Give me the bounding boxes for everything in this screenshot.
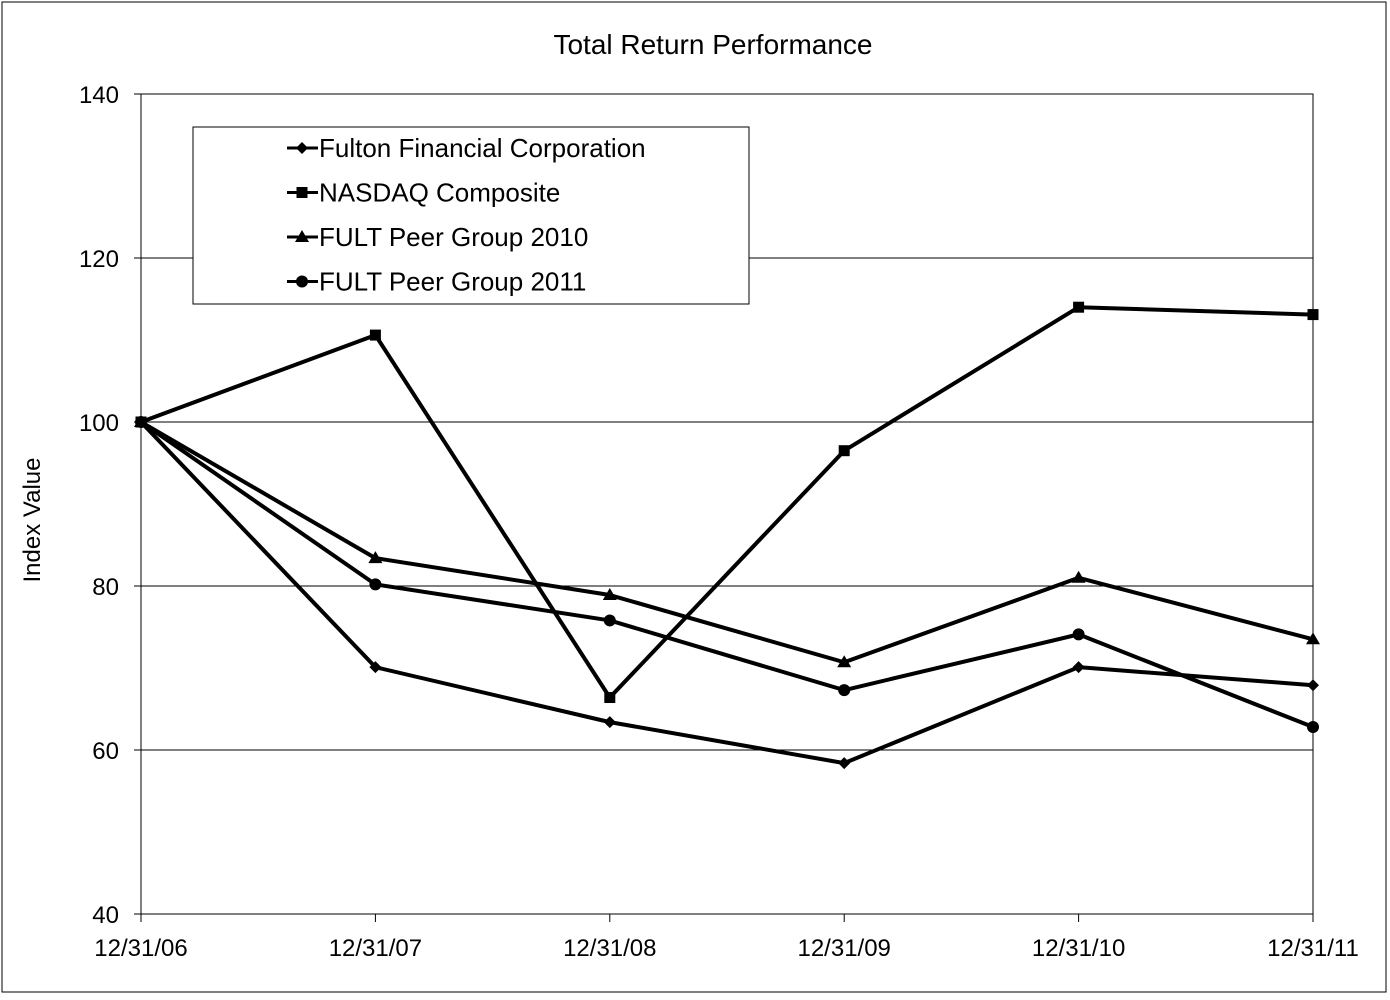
- data-point: [602, 588, 617, 601]
- legend: Fulton Financial Corporation NASDAQ Compo…: [192, 126, 750, 305]
- data-point: [369, 329, 381, 341]
- data-point: [604, 692, 616, 704]
- series-fult-peer-group-2010: [134, 415, 1320, 668]
- y-tick-label: 140: [79, 82, 119, 109]
- y-tick-label: 60: [92, 738, 119, 765]
- x-tick-label: 12/31/07: [329, 935, 422, 962]
- series-fult-peer-group-2011: [135, 416, 1319, 734]
- y-tick-label: 100: [79, 410, 119, 437]
- data-point: [1072, 661, 1085, 674]
- data-point: [838, 684, 851, 697]
- data-point: [1072, 628, 1085, 641]
- data-point: [135, 416, 147, 428]
- legend-item: NASDAQ Composite: [287, 178, 560, 208]
- legend-label: Fulton Financial Corporation: [319, 133, 646, 163]
- data-point: [1307, 679, 1319, 692]
- axes: 40 60 80 100 120 140 12/31/06 12/31/07 12/31/08 1…: [79, 82, 1359, 962]
- y-axis-label: Index Value: [19, 458, 46, 583]
- data-point: [838, 757, 851, 770]
- legend-marker: [296, 275, 308, 288]
- legend-marker: [296, 187, 308, 198]
- legend-item: FULT Peer Group 2011: [287, 267, 586, 297]
- x-tick-label: 12/31/11: [1267, 935, 1359, 962]
- x-tick-label: 12/31/10: [1032, 935, 1125, 962]
- series-line: [139, 420, 1314, 766]
- data-point: [368, 551, 383, 564]
- series-lines: [134, 301, 1320, 770]
- legend-box: [192, 126, 750, 305]
- legend-item: FULT Peer Group 2010: [287, 222, 588, 252]
- data-point: [1306, 632, 1320, 645]
- data-point: [603, 716, 616, 729]
- data-point: [603, 614, 616, 627]
- x-tick-label: 12/31/08: [563, 935, 656, 962]
- legend-label: FULT Peer Group 2010: [319, 222, 588, 252]
- legend-label: NASDAQ Composite: [319, 178, 560, 208]
- chart-title: Total Return Performance: [553, 29, 872, 60]
- data-point: [838, 445, 850, 457]
- x-tick-label: 12/31/09: [797, 935, 890, 962]
- legend-label: FULT Peer Group 2011: [319, 267, 586, 297]
- data-point: [837, 655, 852, 668]
- y-tick-label: 120: [79, 246, 119, 273]
- y-tick-label: 80: [92, 574, 119, 601]
- data-point: [1071, 570, 1086, 583]
- legend-marker: [296, 142, 308, 154]
- series-line: [139, 420, 1314, 729]
- data-point: [369, 661, 382, 674]
- legend-item: Fulton Financial Corporation: [287, 133, 646, 163]
- data-point: [369, 578, 382, 591]
- data-point: [1073, 301, 1085, 313]
- y-tick-label: 40: [92, 902, 119, 929]
- series-line: [140, 305, 1314, 700]
- data-point: [1307, 721, 1319, 734]
- series-line: [139, 420, 1314, 665]
- x-tick-label: 12/31/06: [94, 935, 187, 962]
- data-point: [1307, 309, 1319, 321]
- legend-marker: [295, 230, 309, 242]
